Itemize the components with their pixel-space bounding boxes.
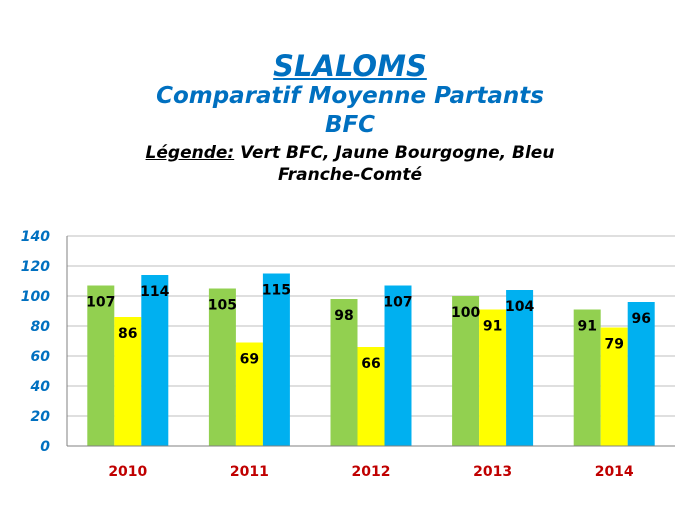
x-tick-label: 2013 xyxy=(473,464,512,480)
bar-2010-series-1 xyxy=(87,285,115,446)
x-tick-label: 2011 xyxy=(230,464,269,480)
y-tick-label: 140 xyxy=(21,229,50,245)
bar-2010-series-2 xyxy=(114,317,142,446)
x-tick-label: 2014 xyxy=(595,464,634,480)
legend-note-text-2: Franche-Comté xyxy=(278,165,422,185)
data-label-2013-series-1: 100 xyxy=(451,305,480,321)
data-label-2014-series-2: 79 xyxy=(604,337,623,353)
y-tick-label: 120 xyxy=(21,259,50,275)
y-tick-label: 60 xyxy=(31,349,51,365)
y-axis: 0 20 40 60 80 100 120 140 xyxy=(21,229,68,455)
data-label-2014-series-1: 91 xyxy=(577,319,596,335)
bar-2012-series-1 xyxy=(330,299,358,446)
y-tick-label: 100 xyxy=(21,289,50,305)
bar-2013-series-2 xyxy=(479,309,507,446)
bar-2012-series-2 xyxy=(357,347,385,446)
chart-title: SLALOMS xyxy=(273,49,427,83)
data-label-2013-series-3: 104 xyxy=(505,299,534,315)
data-label-2010-series-3: 114 xyxy=(140,284,169,300)
bar-2011-series-3 xyxy=(262,273,290,446)
bar-2014-series-3 xyxy=(627,302,655,446)
data-label-2011-series-2: 69 xyxy=(240,352,259,368)
bar-2014-series-1 xyxy=(573,309,601,446)
data-label-2014-series-3: 96 xyxy=(631,311,650,327)
x-tick-label: 2012 xyxy=(352,464,391,480)
bar-2013-series-3 xyxy=(506,290,534,446)
bar-2011-series-2 xyxy=(235,342,263,446)
y-tick-label: 20 xyxy=(31,409,51,425)
data-label-2010-series-2: 86 xyxy=(118,326,137,342)
bar-2010-series-3 xyxy=(141,275,169,446)
x-tick-label: 2010 xyxy=(108,464,147,480)
bar-2013-series-1 xyxy=(452,296,480,446)
x-axis: 2010 2011 2012 2013 2014 xyxy=(67,445,675,480)
data-label-2010-series-1: 107 xyxy=(86,295,115,311)
data-label-2012-series-3: 107 xyxy=(383,295,412,311)
chart-titles: SLALOMS Comparatif Moyenne Partants BFC … xyxy=(0,50,700,186)
data-label-2013-series-2: 91 xyxy=(483,319,502,335)
data-label-2012-series-2: 66 xyxy=(361,356,380,372)
data-label-2012-series-1: 98 xyxy=(334,308,353,324)
bar-2014-series-2 xyxy=(600,327,628,446)
y-tick-label: 40 xyxy=(30,379,51,395)
bar-2011-series-1 xyxy=(208,288,236,446)
data-label-2011-series-3: 115 xyxy=(262,283,291,299)
legend-note: Légende: Vert BFC, Jaune Bourgogne, Bleu… xyxy=(0,142,700,186)
bars xyxy=(87,273,655,446)
chart-subtitle-line-2: BFC xyxy=(324,112,376,138)
chart-subtitle-line-1: Comparatif Moyenne Partants xyxy=(156,83,544,109)
legend-note-key: Légende: xyxy=(145,143,235,163)
data-label-2011-series-1: 105 xyxy=(208,298,237,314)
legend-note-text-1: Vert BFC, Jaune Bourgogne, Bleu xyxy=(234,143,555,163)
y-tick-label: 0 xyxy=(40,439,50,455)
bar-2012-series-3 xyxy=(384,285,412,446)
y-tick-label: 80 xyxy=(31,319,51,335)
